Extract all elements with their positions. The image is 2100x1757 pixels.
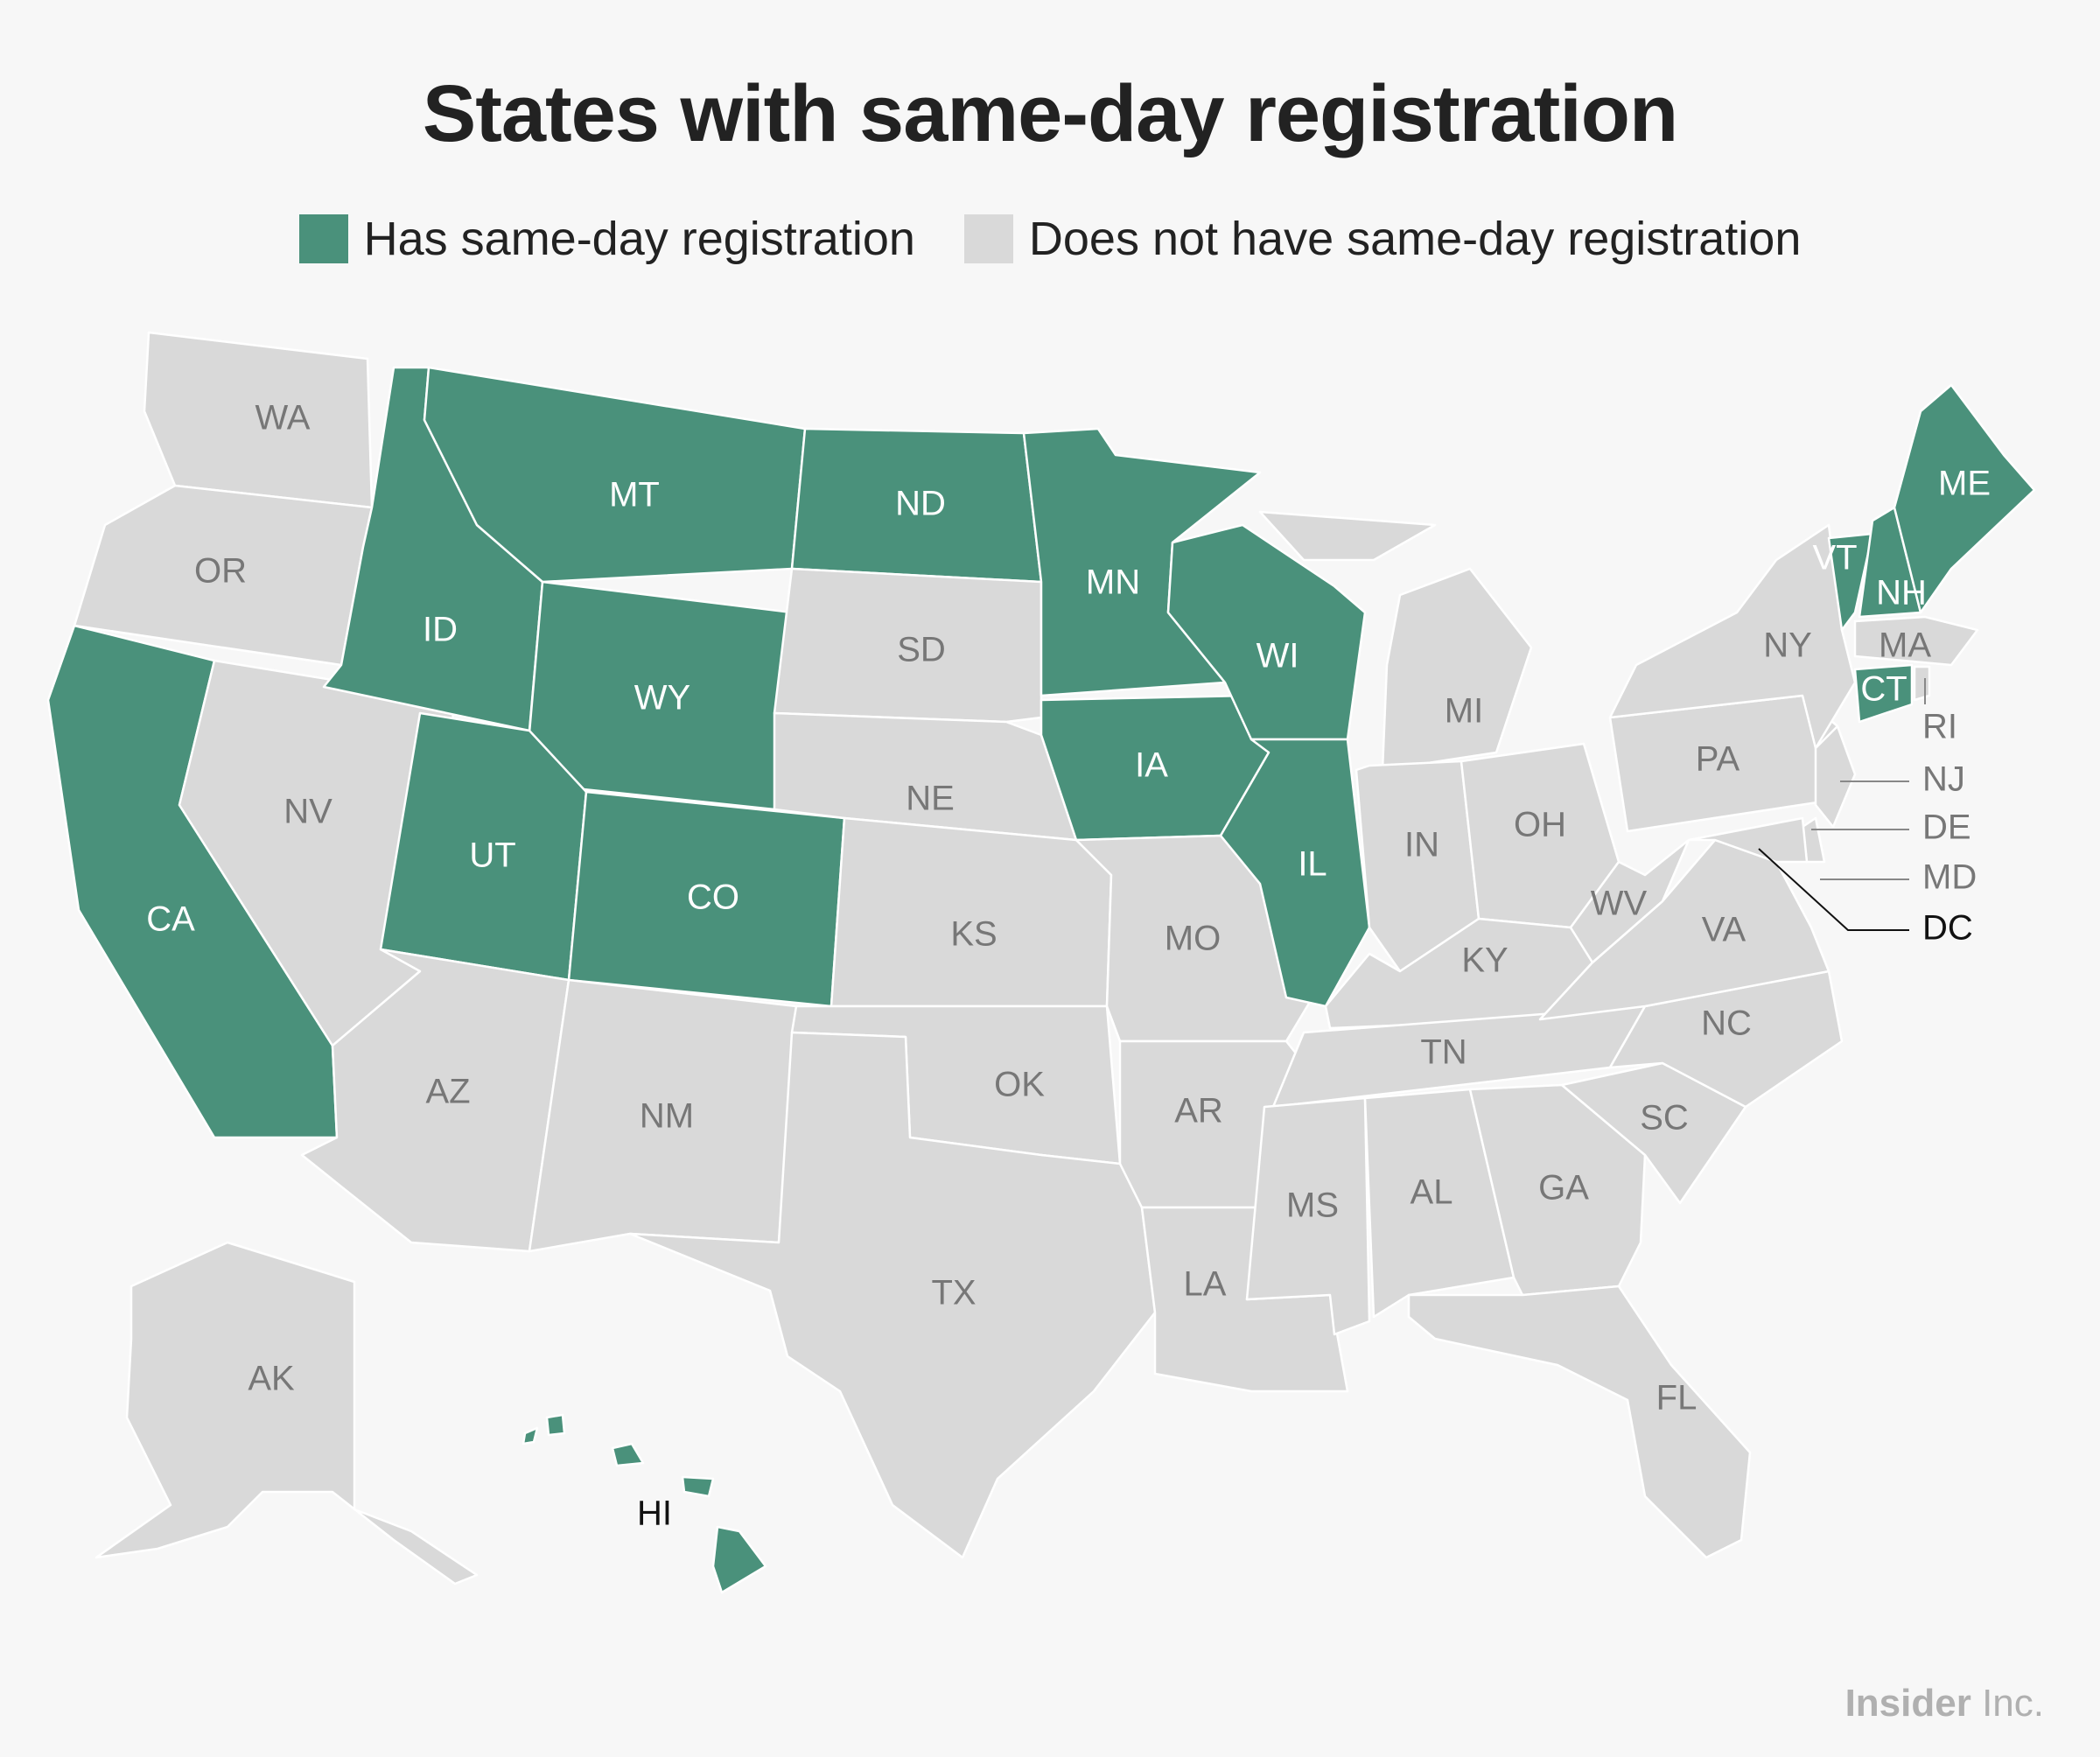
state-shape-sc	[1560, 1061, 1747, 1205]
state-label-ma: MA	[1879, 626, 1931, 665]
state-label-ga: GA	[1538, 1169, 1589, 1208]
state-label-ny: NY	[1763, 626, 1812, 665]
state-shape-ks	[830, 816, 1113, 1008]
credit-brand: Insider	[1844, 1682, 1971, 1725]
state-label-pa: PA	[1696, 740, 1740, 779]
state-label-ak: AK	[248, 1360, 295, 1398]
state-shape-il	[1219, 738, 1371, 1008]
state-label-sc: SC	[1640, 1099, 1689, 1138]
state-shape-fl	[1407, 1284, 1752, 1559]
state-shape-va	[1538, 838, 1830, 1021]
state-label-la: LA	[1184, 1265, 1227, 1304]
state-label-wa: WA	[256, 399, 311, 438]
legend: Has same-day registration Does not have …	[0, 212, 2100, 266]
credit-suffix: Inc.	[1970, 1682, 2044, 1725]
state-label-vt: VT	[1812, 539, 1857, 578]
state-shape-ma	[1853, 615, 1979, 667]
state-label-nh: NH	[1876, 574, 1927, 612]
state-shape-ny	[1608, 523, 1857, 750]
state-label-ct: CT	[1860, 670, 1907, 709]
state-shape-al	[1363, 1088, 1516, 1319]
state-label-mt: MT	[609, 476, 660, 514]
state-label-nm: NM	[640, 1097, 694, 1136]
state-shape-md	[1687, 816, 1809, 864]
state-label-nd: ND	[895, 485, 946, 523]
state-label-mi: MI	[1445, 692, 1483, 731]
leader-line-dc	[1758, 848, 1909, 931]
state-label-ca: CA	[146, 900, 195, 939]
state-shape-ct	[1853, 663, 1914, 724]
legend-item-has: Has same-day registration	[298, 212, 915, 266]
state-label-ia: IA	[1135, 746, 1168, 785]
state-label-il: IL	[1298, 845, 1326, 884]
state-label-va: VA	[1702, 911, 1746, 949]
state-label-co: CO	[687, 878, 739, 917]
state-shape-ak	[94, 1241, 479, 1586]
state-shape-me	[1893, 383, 2036, 614]
state-shape-hi-2	[545, 1413, 566, 1437]
state-label-md: MD	[1922, 858, 1977, 897]
state-label-tx: TX	[931, 1274, 976, 1312]
state-shape-nj	[1814, 724, 1857, 829]
state-label-nj: NJ	[1922, 760, 1965, 799]
state-shape-ri	[1913, 665, 1931, 702]
state-label-ky: KY	[1461, 942, 1508, 980]
state-label-id: ID	[423, 611, 458, 649]
state-label-in: IN	[1404, 826, 1439, 864]
state-shape-tx	[628, 1031, 1157, 1559]
state-label-az: AZ	[425, 1073, 470, 1111]
state-label-wv: WV	[1591, 885, 1648, 923]
state-label-fl: FL	[1656, 1379, 1698, 1418]
legend-item-not: Does not have same-day registration	[963, 212, 1802, 266]
state-shape-hi-5	[711, 1525, 767, 1594]
legend-swatch-not	[963, 214, 1013, 263]
insider-inc-logo: Insider Inc.	[1845, 1682, 2044, 1726]
state-shape-sd	[773, 567, 1043, 724]
state-label-ne: NE	[906, 780, 955, 818]
state-label-ms: MS	[1286, 1186, 1339, 1225]
state-label-ri: RI	[1922, 708, 1957, 746]
state-label-de: DE	[1922, 808, 1971, 847]
state-label-mn: MN	[1086, 564, 1140, 602]
legend-label-not: Does not have same-day registration	[1028, 213, 1802, 265]
state-label-hi: HI	[637, 1494, 672, 1533]
state-shape-hi-1	[522, 1426, 539, 1446]
legend-swatch-has	[298, 214, 348, 263]
state-label-sd: SD	[897, 631, 946, 669]
state-label-oh: OH	[1514, 806, 1566, 844]
map-title: States with same-day registration	[422, 69, 1678, 158]
state-label-al: AL	[1410, 1173, 1453, 1212]
state-shape-vt	[1827, 532, 1874, 632]
state-label-tn: TN	[1420, 1033, 1466, 1072]
state-label-dc: DC	[1922, 909, 1973, 948]
state-label-nc: NC	[1701, 1004, 1752, 1043]
state-shape-hi-3	[611, 1442, 645, 1467]
state-label-ut: UT	[469, 836, 515, 875]
state-label-me: ME	[1938, 465, 1991, 503]
state-label-or: OR	[194, 552, 247, 591]
legend-label-has: Has same-day registration	[363, 213, 915, 265]
state-label-ok: OK	[994, 1066, 1045, 1104]
state-label-ar: AR	[1174, 1092, 1223, 1130]
state-label-wi: WI	[1256, 637, 1299, 676]
state-shape-hi-4	[681, 1475, 715, 1498]
state-shape-mi	[1258, 510, 1533, 772]
state-label-wy: WY	[634, 679, 690, 718]
state-label-nv: NV	[284, 793, 332, 831]
state-label-ks: KS	[950, 915, 997, 954]
state-label-mo: MO	[1165, 920, 1221, 958]
